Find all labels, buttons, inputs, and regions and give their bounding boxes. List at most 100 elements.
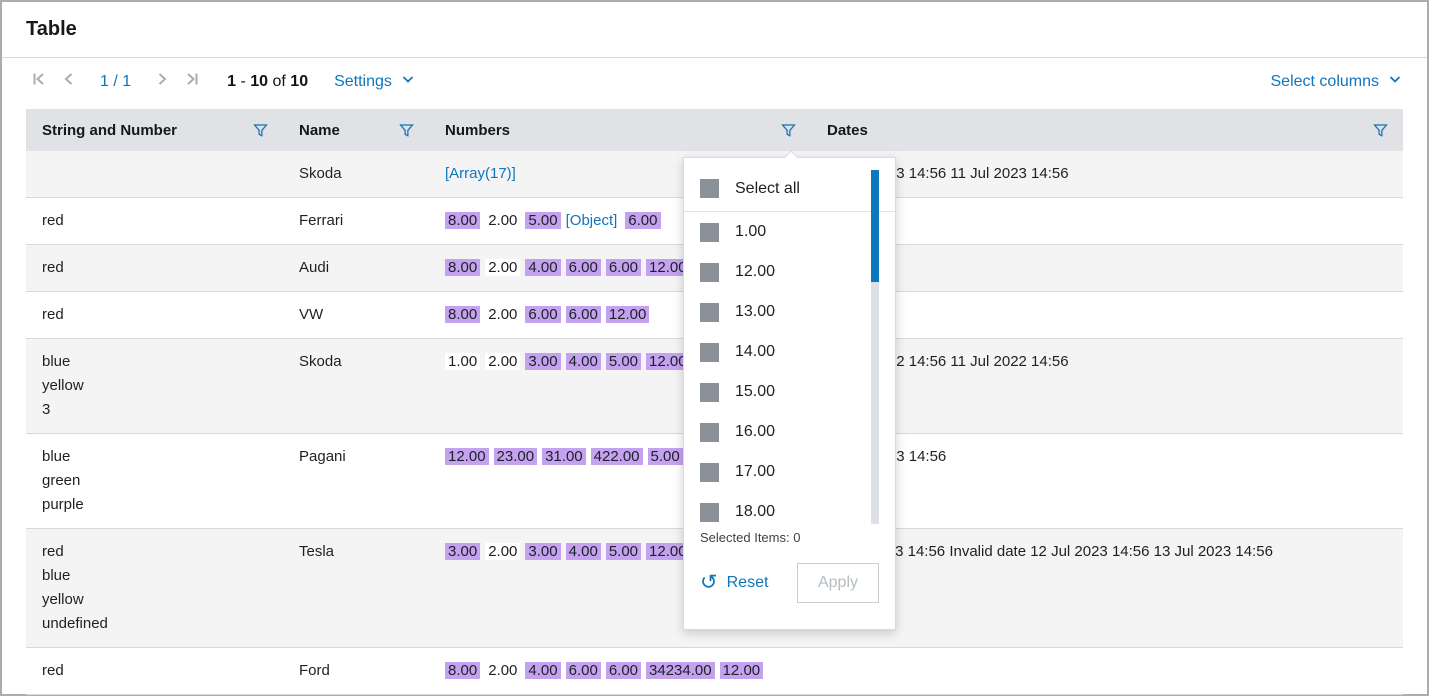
select-columns-label: Select columns <box>1270 72 1380 90</box>
number-chip: 5.00 <box>605 543 642 560</box>
number-chip: 2.00 <box>485 662 521 679</box>
number-chip: 8.00 <box>445 306 481 323</box>
filter-option-label: 18.00 <box>735 503 776 520</box>
filter-option[interactable]: 12.00 <box>684 252 895 292</box>
string-value: green <box>42 472 81 489</box>
last-page-button[interactable] <box>179 69 205 95</box>
filter-option-label: 13.00 <box>735 303 776 320</box>
table-header-row: String and Number Name Numbers Dates <box>26 109 1403 151</box>
object-link[interactable]: [Array(17)] <box>445 165 516 182</box>
column-label: Numbers <box>445 121 511 139</box>
select-columns-button[interactable]: Select columns <box>1271 71 1404 92</box>
filter-option[interactable]: 15.00 <box>684 372 895 412</box>
chevron-left-icon <box>61 71 77 92</box>
chevron-right-icon <box>154 71 170 92</box>
cell-numbers: 1.00 2.00 3.00 4.00 5.00 12.00 <box>429 339 811 433</box>
string-value: undefined <box>42 615 108 632</box>
number-chip: 12.00 <box>646 353 690 370</box>
object-link[interactable]: [Object] <box>565 212 618 229</box>
cell-dates: 10 Jul 2023 14:56 11 Jul 2023 14:56 <box>827 165 1069 182</box>
number-chip: 4.00 <box>565 543 601 560</box>
number-chip: 5.00 <box>647 448 683 465</box>
number-chip: 23.00 <box>493 448 538 465</box>
cell-string-and-number: red <box>26 648 283 694</box>
reset-icon: ↺ <box>700 571 718 594</box>
column-header-numbers: Numbers <box>429 109 811 151</box>
select-all-option[interactable]: Select all <box>684 166 895 212</box>
range-part: 1 <box>227 72 237 90</box>
filter-option[interactable]: 17.00 <box>684 452 895 492</box>
cell-numbers: 8.00 2.00 5.00 [Object] 6.00 <box>429 198 811 244</box>
checkbox-icon[interactable] <box>700 179 719 198</box>
number-chip: 3.00 <box>445 543 481 560</box>
cell-numbers: 8.00 2.00 4.00 6.00 6.00 12.00 <box>429 245 811 291</box>
string-value: red <box>42 259 64 276</box>
filter-option[interactable]: 18.00 <box>684 492 895 524</box>
number-chip: 6.00 <box>525 306 561 323</box>
checkbox-icon[interactable] <box>700 222 719 242</box>
result-range: 1 - 10 of 10 <box>227 73 308 91</box>
popup-scrollbar-thumb[interactable] <box>871 170 879 282</box>
last-page-icon <box>184 71 200 92</box>
filter-option[interactable]: 16.00 <box>684 412 895 452</box>
cell-numbers: 12.00 23.00 31.00 422.00 5.00 <box>429 434 811 528</box>
cell-name: Audi <box>299 259 330 276</box>
checkbox-icon[interactable] <box>700 462 719 482</box>
filter-option[interactable]: 1.00 <box>684 212 895 252</box>
number-chip: 6.00 <box>625 212 661 229</box>
next-page-button[interactable] <box>149 69 175 95</box>
column-label: String and Number <box>42 121 178 139</box>
popup-scrollbar-track[interactable] <box>871 170 879 524</box>
number-chip: 3.00 <box>525 353 561 370</box>
number-chip: 8.00 <box>445 662 481 679</box>
number-chip: 2.00 <box>485 212 521 229</box>
number-chip: 4.00 <box>525 662 561 679</box>
number-chip: 6.00 <box>565 259 601 276</box>
number-chip: 4.00 <box>525 259 561 276</box>
previous-page-button[interactable] <box>56 69 82 95</box>
string-value: red <box>42 543 64 560</box>
checkbox-icon[interactable] <box>700 302 719 322</box>
apply-button[interactable]: Apply <box>797 563 879 603</box>
string-value: yellow <box>42 591 84 608</box>
popup-arrow <box>782 150 798 158</box>
cell-string-and-number <box>26 151 283 197</box>
filter-option[interactable]: 14.00 <box>684 332 895 372</box>
settings-label: Settings <box>334 72 392 90</box>
chevron-down-icon <box>400 71 416 92</box>
range-part: - <box>236 72 251 90</box>
cell-dates: 10 Jul 2022 14:56 11 Jul 2022 14:56 <box>827 353 1069 370</box>
checkbox-icon[interactable] <box>700 262 719 282</box>
filter-icon[interactable] <box>252 122 269 139</box>
filter-icon-numbers[interactable] <box>780 122 797 139</box>
cell-string-and-number: red <box>26 198 283 244</box>
title-bar: Table <box>2 2 1427 58</box>
checkbox-icon[interactable] <box>700 382 719 402</box>
cell-dates <box>811 245 1403 291</box>
cell-dates: 11 Jul 2023 14:56 Invalid date 12 Jul 20… <box>827 543 1273 560</box>
number-chip: 2.00 <box>485 306 521 323</box>
cell-name: Ford <box>299 662 330 679</box>
filter-option[interactable]: 13.00 <box>684 292 895 332</box>
filter-icon[interactable] <box>398 122 415 139</box>
filter-icon[interactable] <box>1372 122 1389 139</box>
settings-button[interactable]: Settings <box>334 71 416 92</box>
column-header-dates: Dates <box>811 109 1403 151</box>
first-page-button[interactable] <box>26 69 52 95</box>
string-value: blue <box>42 448 71 465</box>
filter-options-list: 1.00 12.00 13.00 14.00 15.00 16.00 17.00 18.00 <box>684 212 895 524</box>
checkbox-icon[interactable] <box>700 502 719 522</box>
number-chip: 8.00 <box>445 212 481 229</box>
string-value: red <box>42 306 64 323</box>
checkbox-icon[interactable] <box>700 422 719 442</box>
number-chip: 34234.00 <box>646 662 715 679</box>
reset-button[interactable]: ↺ Reset <box>700 571 768 594</box>
cell-string-and-number: red <box>26 292 283 338</box>
numbers-filter-popup: Select all 1.00 12.00 13.00 14.00 15.00 16.00… <box>683 157 896 630</box>
number-chip: 12.00 <box>646 543 690 560</box>
number-chip: 31.00 <box>542 448 586 465</box>
toolbar: 1 / 1 1 - 10 of 10 Settings Select colum… <box>2 58 1427 105</box>
number-chip: 5.00 <box>605 353 642 370</box>
cell-string-and-number: blue green purple <box>26 434 283 528</box>
checkbox-icon[interactable] <box>700 342 719 362</box>
